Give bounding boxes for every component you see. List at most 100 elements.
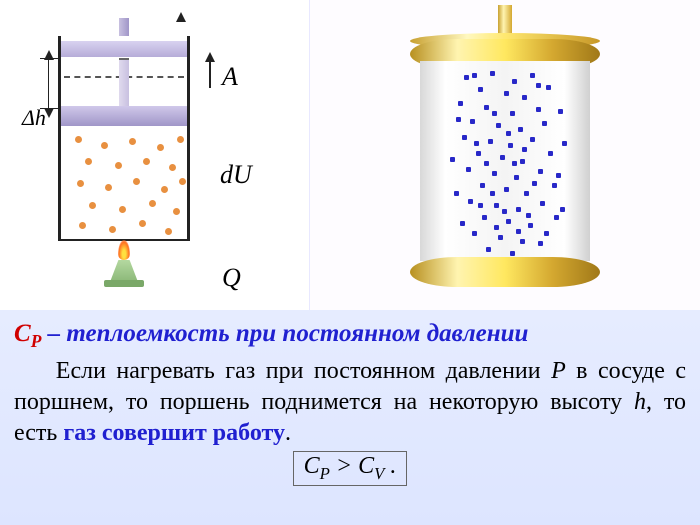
gas-particle [143,158,150,165]
gas-particle [500,155,505,160]
gas-particle [536,107,541,112]
dh-dim-line [48,58,49,108]
arrow-A-head [205,52,215,62]
gas-particle [522,147,527,152]
label-delta-h: Δh [22,105,46,131]
cp-P: P [31,331,42,351]
formula-tail: . [384,453,396,479]
gas-particle [85,158,92,165]
gas-particle [520,239,525,244]
gas-particle [490,191,495,196]
gas-particle [530,73,535,78]
gold-cylinder [410,15,600,295]
gas-particle [514,175,519,180]
gas-particle [101,142,108,149]
burner-stand [110,260,138,282]
gas-particle [504,91,509,96]
gas-particle [454,191,459,196]
gas-particle [508,143,513,148]
gas-particle [546,85,551,90]
gas-particle [496,123,501,128]
formula-box: CP > CV . [293,451,408,486]
piston-upper-position [61,41,187,57]
gas-particle [476,151,481,156]
gas-particle [492,171,497,176]
gas-particle [538,169,543,174]
gas-particle [510,251,515,256]
gas-particle [478,87,483,92]
gas-particle [506,131,511,136]
right-gold-cylinder-diagram [310,0,700,310]
gas-particle [482,215,487,220]
gas-particle [77,180,84,187]
gas-particle [512,161,517,166]
gas-particle [494,203,499,208]
piston-top-arrow [176,12,186,22]
body-text: Если нагревать газ при постоянном давлен… [14,356,686,450]
gas-particle [161,186,168,193]
gas-particle [177,136,184,143]
gas-particle [115,162,122,169]
gas-particle [556,173,561,178]
gas-particle [490,71,495,76]
gas-particle [522,95,527,100]
body-h: h [634,389,646,415]
gas-particle [173,208,180,215]
gas-particle [512,79,517,84]
gas-particle [109,226,116,233]
gas-particle [133,178,140,185]
gas-particle [510,111,515,116]
gas-particle [79,222,86,229]
gold-bottom-ring [410,257,600,287]
gas-particle [532,181,537,186]
gas-particle [470,119,475,124]
gas-particle [530,137,535,142]
arrow-A-stem [209,60,211,88]
gas-particle [562,141,567,146]
cp-symbol: CP [14,320,41,347]
top-section: A Δh dU Q [0,0,700,310]
gas-particle [518,127,523,132]
gas-particle [472,73,477,78]
glass-body [420,61,590,261]
cylinder-container [58,18,190,243]
body-p1: Если нагревать газ при постоянном давлен… [56,358,551,384]
gas-particle [520,159,525,164]
gas-particle [486,247,491,252]
gas-particle [528,223,533,228]
body-highlight: газ совершит работу [63,420,285,446]
gas-particle [480,183,485,188]
dh-arrow-up [44,50,54,60]
gas-particle [506,219,511,224]
gas-particle [516,229,521,234]
burner [104,248,144,298]
gas-particle [462,135,467,140]
gas-particle [542,121,547,126]
gas-particle [139,220,146,227]
gas-particle [149,200,156,207]
gas-particle [165,228,172,235]
gas-particle [169,164,176,171]
flame-icon [118,240,130,260]
gas-particle [179,178,186,185]
burner-base [104,280,144,287]
gas-particle [524,191,529,196]
gas-particle [466,167,471,172]
gas-particle [498,235,503,240]
gas-particle [492,111,497,116]
gas-particle [460,221,465,226]
body-period: . [285,420,291,446]
gas-particle [484,105,489,110]
gas-particle [504,187,509,192]
body-P: P [551,358,566,384]
gas-particle [129,138,136,145]
gas-particle [458,101,463,106]
formula-Cv-C: C [358,453,374,479]
gas-particle [558,109,563,114]
title-line: CP – теплоемкость при постоянном давлени… [14,318,686,353]
label-dU: dU [220,160,252,190]
gas-particle [560,207,565,212]
gas-particle [89,202,96,209]
gas-particle [552,183,557,188]
label-Q: Q [222,263,241,293]
